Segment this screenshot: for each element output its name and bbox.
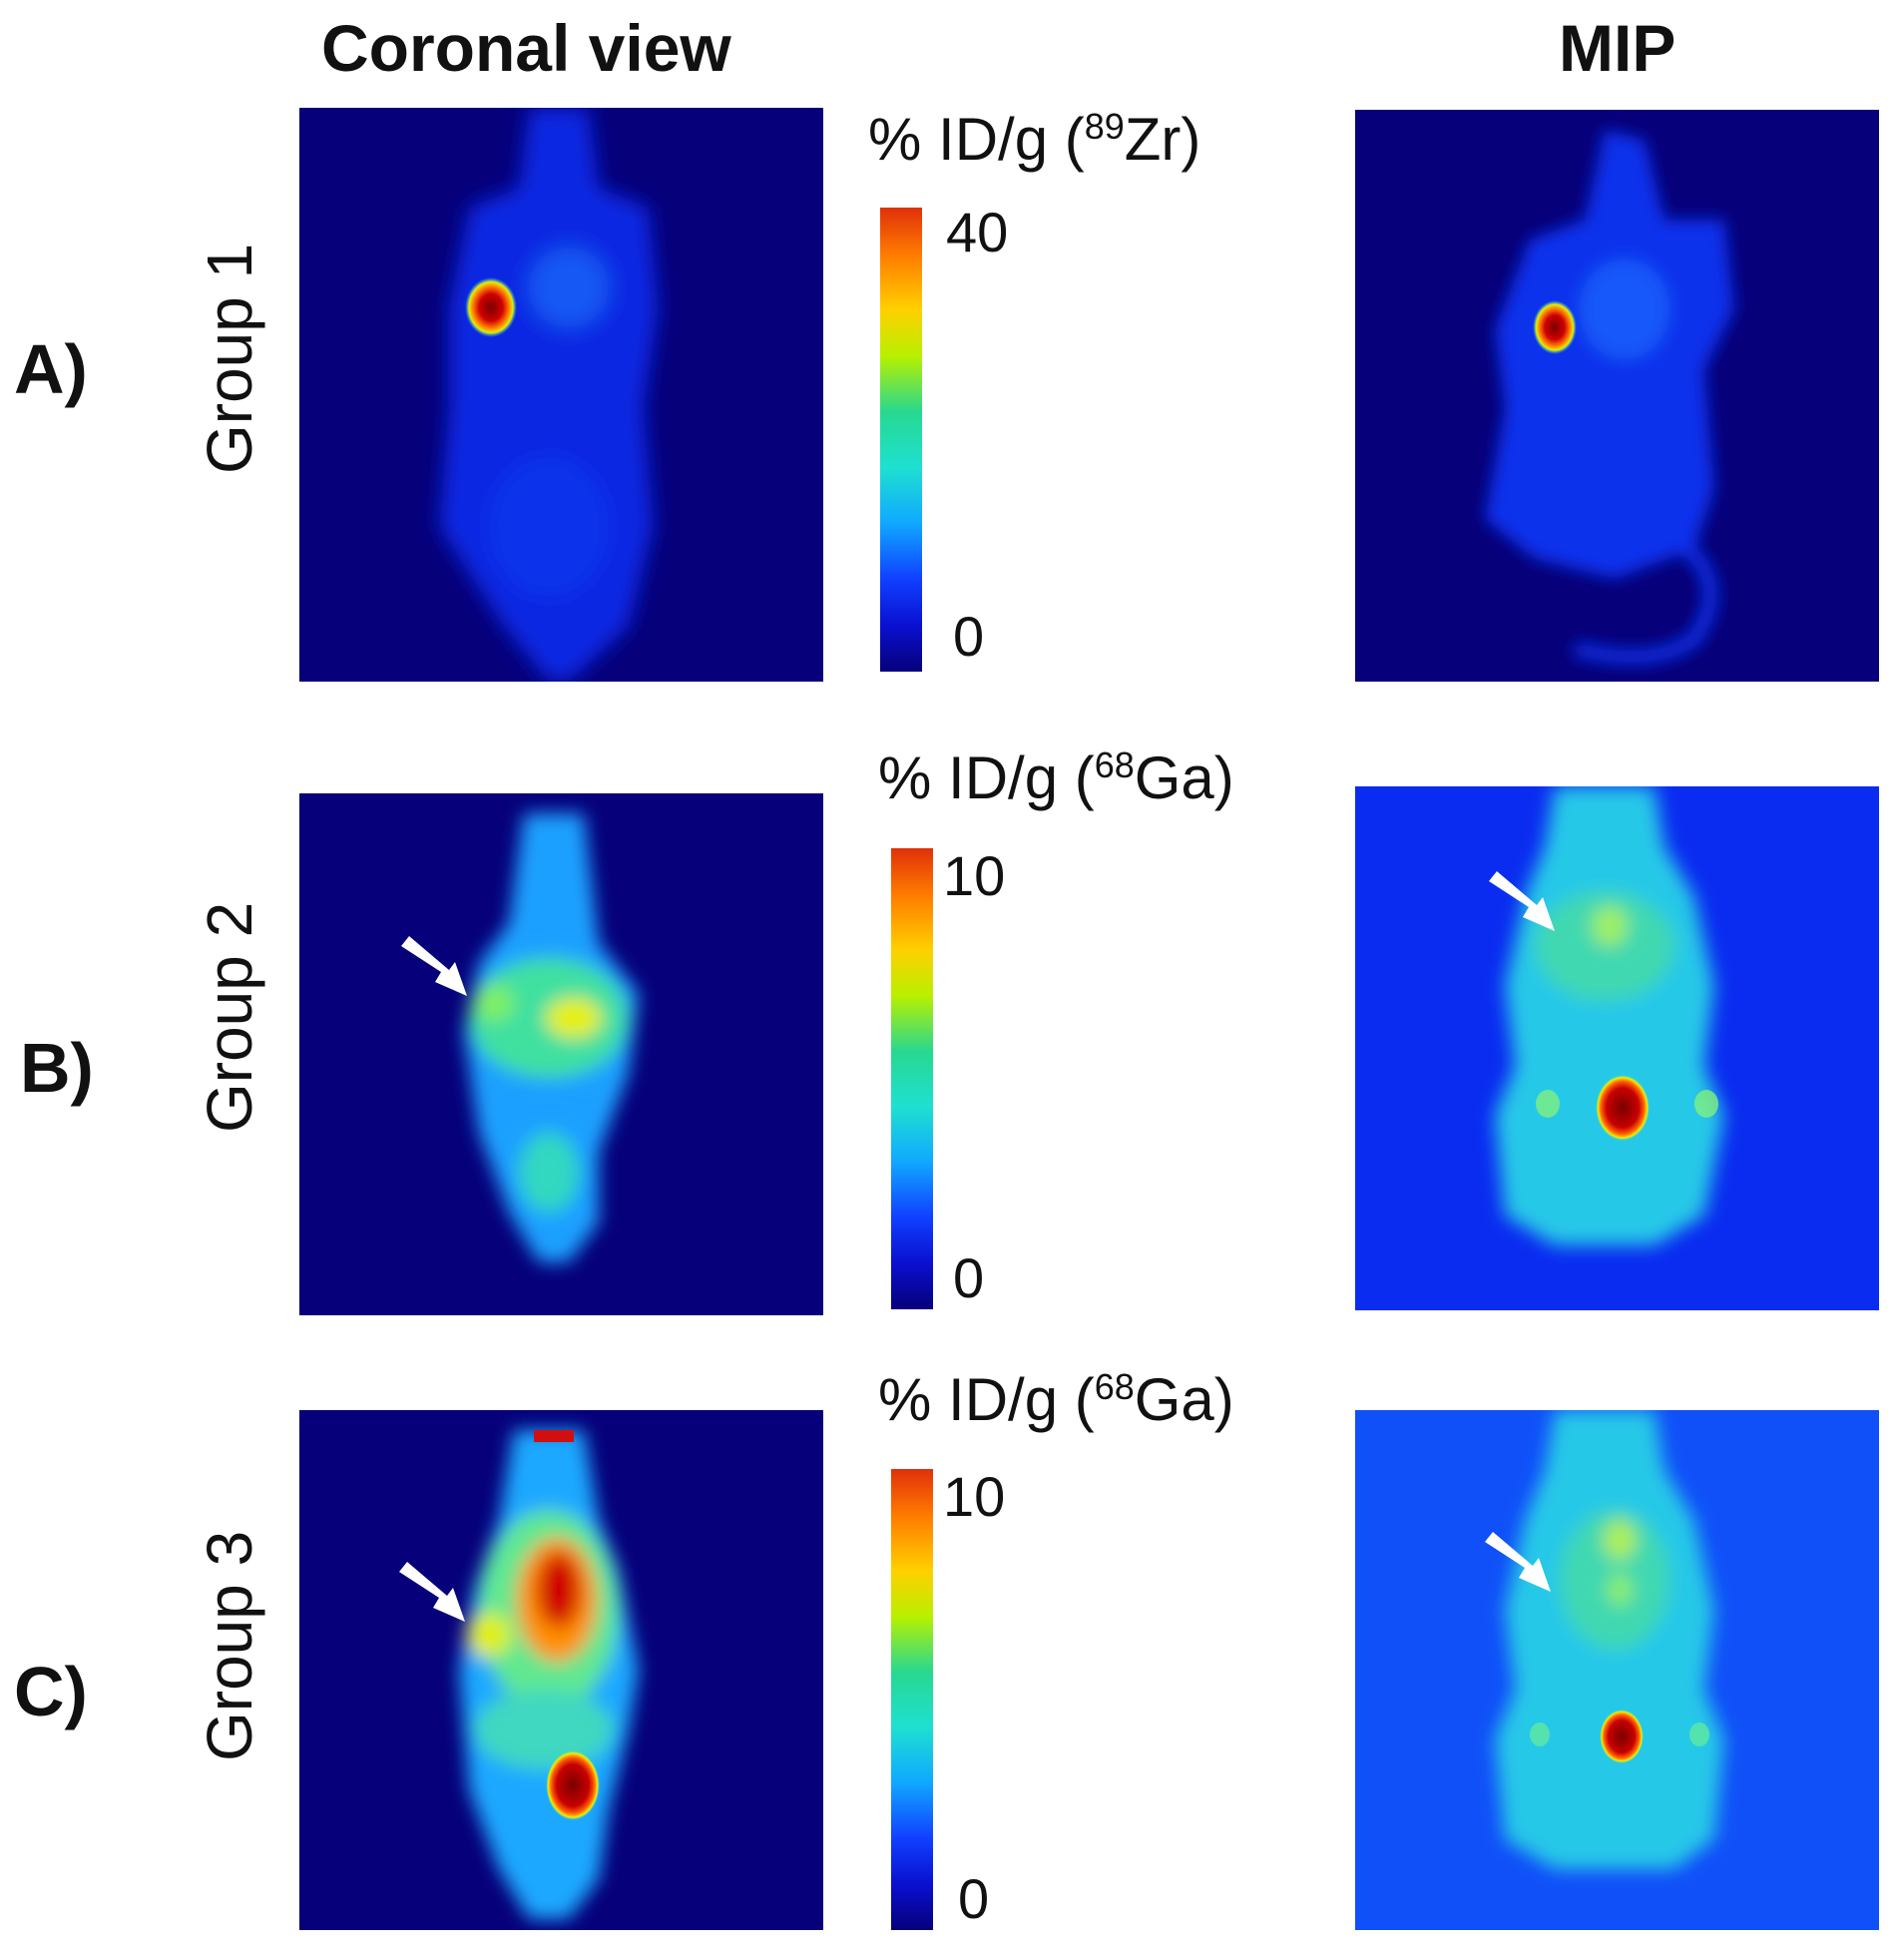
arrow-icon [401,936,467,996]
row-a-letter: A) [14,330,88,408]
isotope-symbol: Ga) [1134,744,1234,811]
isotope-mass: 68 [1094,1366,1135,1407]
scale-prefix: % ID/g ( [878,744,1095,811]
coronal-view-header: Coronal view [321,11,731,85]
mip-image-group-1 [1355,110,1879,682]
colorbar-min-tick-group-2: 0 [953,1246,985,1309]
arrow-icon [399,1562,465,1622]
colorbar-title-group-3: % ID/g (68Ga) [878,1365,1234,1434]
colorbar-group-3 [891,1469,933,1930]
group-1-label: Group 1 [194,243,265,474]
isotope-symbol: Ga) [1134,1366,1234,1433]
scale-prefix: % ID/g ( [868,106,1085,173]
mip-image-group-3 [1355,1410,1879,1930]
scale-prefix: % ID/g ( [878,1366,1095,1433]
arrow-icon [1489,871,1555,931]
isotope-symbol: Zr) [1124,106,1201,173]
colorbar-title-group-1: % ID/g (89Zr) [868,105,1200,174]
row-b-letter: B) [20,1029,94,1107]
mip-image-group-2 [1355,786,1879,1310]
group-2-label: Group 2 [194,901,265,1133]
row-c-letter: C) [14,1653,88,1730]
colorbar-min-tick-group-1: 0 [953,605,985,668]
colorbar-max-tick-group-1: 40 [946,201,1009,263]
colorbar-title-group-2: % ID/g (68Ga) [878,743,1234,812]
isotope-mass: 68 [1094,744,1135,785]
mip-header: MIP [1559,11,1676,85]
colorbar-min-tick-group-3: 0 [958,1867,990,1930]
colorbar-max-tick-group-2: 10 [943,844,1006,907]
coronal-image-group-1 [299,108,823,682]
arrow-icon [1485,1532,1551,1592]
isotope-mass: 89 [1084,106,1125,147]
coronal-image-group-3 [299,1410,823,1930]
colorbar-group-2 [891,848,933,1309]
colorbar-group-1 [880,208,922,672]
group-3-label: Group 3 [194,1530,265,1761]
colorbar-max-tick-group-3: 10 [943,1465,1006,1528]
coronal-image-group-2 [299,793,823,1315]
